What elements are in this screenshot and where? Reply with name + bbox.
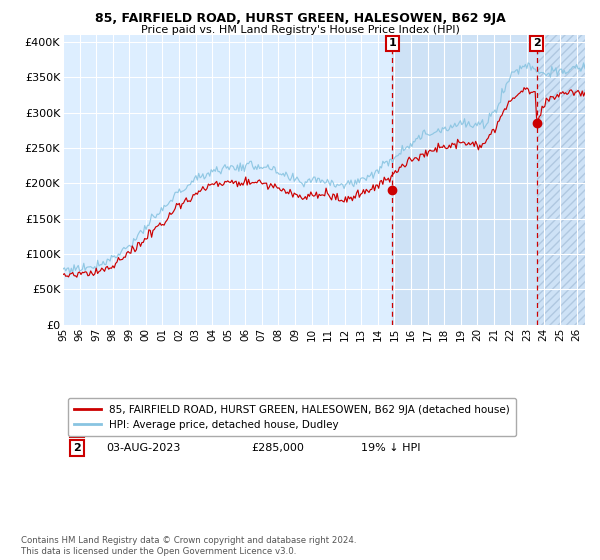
Text: Price paid vs. HM Land Registry's House Price Index (HPI): Price paid vs. HM Land Registry's House … <box>140 25 460 35</box>
Text: 1: 1 <box>73 424 81 434</box>
Text: £189,950: £189,950 <box>251 424 304 434</box>
Text: Contains HM Land Registry data © Crown copyright and database right 2024.
This d: Contains HM Land Registry data © Crown c… <box>21 536 356 556</box>
Text: 10% ↓ HPI: 10% ↓ HPI <box>361 424 420 434</box>
Text: 2: 2 <box>73 443 81 453</box>
Text: £285,000: £285,000 <box>251 443 304 453</box>
Text: 1: 1 <box>389 38 397 48</box>
Legend: 85, FAIRFIELD ROAD, HURST GREEN, HALESOWEN, B62 9JA (detached house), HPI: Avera: 85, FAIRFIELD ROAD, HURST GREEN, HALESOW… <box>68 398 516 436</box>
Text: 2: 2 <box>533 38 541 48</box>
Text: 14-NOV-2014: 14-NOV-2014 <box>106 424 180 434</box>
Bar <box>392 35 600 325</box>
Text: 85, FAIRFIELD ROAD, HURST GREEN, HALESOWEN, B62 9JA: 85, FAIRFIELD ROAD, HURST GREEN, HALESOW… <box>95 12 505 25</box>
Text: 03-AUG-2023: 03-AUG-2023 <box>106 443 180 453</box>
Text: 19% ↓ HPI: 19% ↓ HPI <box>361 443 420 453</box>
Bar <box>536 35 600 325</box>
